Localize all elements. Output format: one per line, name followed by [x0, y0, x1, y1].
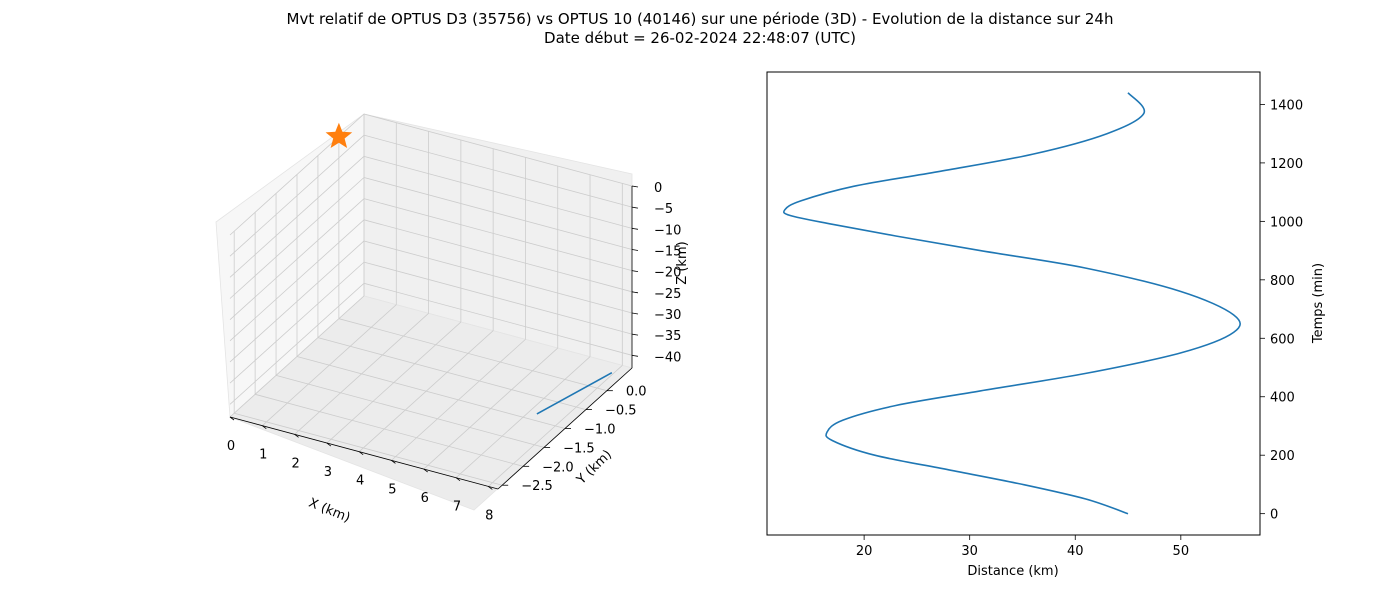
x-tick-label: 1	[259, 448, 267, 463]
grid-floor-y	[255, 393, 524, 467]
y-tick-label: 1000	[1270, 215, 1303, 230]
grid-left-z	[229, 134, 365, 257]
z-tick	[631, 249, 639, 251]
grid-left-z	[229, 177, 365, 299]
grid-back-z	[363, 113, 633, 187]
x-tick-label: 7	[453, 500, 461, 515]
z-tick-label: −30	[654, 308, 681, 323]
series-2d	[782, 92, 1241, 515]
x-tick	[423, 468, 428, 473]
title-line-1: Mvt relatif de OPTUS D3 (35756) vs OPTUS…	[286, 10, 1114, 28]
x-tick-label: 2	[291, 456, 299, 471]
y-tick-label: 1200	[1270, 157, 1303, 172]
x-tick	[229, 416, 235, 421]
y-tick-label: 0	[1270, 508, 1278, 523]
y-tick-label: −2.0	[542, 460, 574, 475]
x-tick	[391, 460, 396, 464]
z-tick-label: −35	[654, 329, 681, 344]
grid-back-z	[363, 261, 633, 335]
x-tick-label: 6	[421, 491, 429, 506]
x-tick-label: 0	[227, 439, 235, 454]
grid-left-z	[229, 283, 365, 405]
x-tick	[262, 425, 267, 429]
y-tick-label: −1.5	[563, 441, 595, 456]
grid-floor-y	[338, 318, 607, 392]
x-tick-label: 40	[1067, 544, 1084, 559]
distance-line	[782, 92, 1241, 515]
x-tick	[455, 477, 461, 482]
grid-back-z	[363, 198, 633, 272]
grid-back-z	[363, 134, 633, 208]
ticks-3d: 0 1 2 3 4 5 6 7 8 0.0 −0.5 −1.0 −1.5 −2.0 −2.5 0 −5 −10 −1…	[227, 181, 682, 523]
chart-3d-panel: 0 1 2 3 4 5 6 7 8 0.0 −0.5 −1.0 −1.5 −2.0 −2.5 0 −5 −10 −1…	[215, 113, 690, 526]
grid-floor-y	[317, 337, 587, 410]
z-axis-label: Z (km)	[675, 241, 690, 284]
z-tick-label: 0	[654, 181, 662, 196]
star-marker	[325, 122, 353, 148]
x-tick-label: 4	[356, 474, 364, 489]
z-tick	[631, 354, 639, 357]
z-tick-label: −40	[654, 350, 681, 365]
z-tick	[631, 312, 639, 315]
x-tick	[488, 486, 493, 490]
y-tick-label: −0.5	[605, 404, 637, 419]
z-tick-label: −25	[654, 287, 681, 302]
z-tick-label: −5	[654, 202, 673, 217]
grid-back-z	[363, 240, 633, 314]
x-ticks: 20 30 40 50	[856, 535, 1189, 559]
y-axis-label-2d: Temps (min)	[1311, 263, 1326, 344]
y-tick-label: 0.0	[626, 385, 647, 400]
y-ticks: 0 200 400 600 800 1000 1200 1400	[1260, 98, 1303, 523]
x-tick	[326, 442, 332, 447]
title-line-2: Date début = 26-02-2024 22:48:07 (UTC)	[544, 29, 856, 47]
series-3d	[325, 122, 613, 415]
z-tick	[631, 206, 639, 209]
x-axis-label-2d: Distance (km)	[967, 564, 1058, 579]
grid-3d	[229, 113, 633, 487]
y-tick-label: −2.5	[521, 479, 553, 494]
z-tick	[631, 270, 639, 273]
x-tick	[294, 434, 299, 438]
x-tick-label: 30	[961, 544, 978, 559]
figure-title: Mvt relatif de OPTUS D3 (35756) vs OPTUS…	[0, 10, 1400, 48]
grid-back-z	[363, 155, 633, 229]
grid-left-z	[229, 261, 365, 384]
z-tick	[631, 185, 639, 188]
y-tick-label: −1.0	[584, 423, 616, 438]
y-tick-label: 800	[1270, 274, 1295, 289]
x-tick-label: 5	[388, 482, 396, 497]
z-tick-label: −20	[654, 266, 681, 281]
y-tick-label: 1400	[1270, 98, 1303, 113]
grid-back-z	[363, 177, 633, 250]
plot-frame	[766, 71, 1261, 536]
x-tick-label: 50	[1173, 544, 1190, 559]
z-tick-label: −10	[654, 223, 681, 238]
z-tick	[631, 333, 639, 336]
x-tick-label: 8	[485, 508, 493, 523]
y-tick-label: 200	[1270, 449, 1295, 464]
grid-back-z	[363, 282, 633, 356]
grid-floor-y	[275, 375, 545, 448]
x-axis-label: X (km)	[306, 496, 352, 526]
x-axis-line	[229, 416, 499, 490]
z-tick-label: −15	[654, 244, 681, 259]
trajectory-line	[536, 372, 613, 415]
z-tick	[631, 227, 639, 230]
y-tick-label: 600	[1270, 332, 1295, 347]
grid-left-z	[229, 219, 365, 342]
grid-back-z	[363, 219, 633, 293]
grid-left-z	[229, 156, 365, 278]
z-tick	[631, 291, 639, 294]
y-tick-label: 400	[1270, 391, 1295, 406]
grid-floor-y	[296, 356, 566, 429]
grid-left-z	[229, 240, 365, 363]
x-tick-label: 20	[856, 544, 873, 559]
x-tick-label: 3	[324, 465, 332, 480]
grid-floor-y	[234, 412, 503, 486]
grid-left-z	[229, 198, 365, 320]
x-tick	[358, 451, 364, 456]
